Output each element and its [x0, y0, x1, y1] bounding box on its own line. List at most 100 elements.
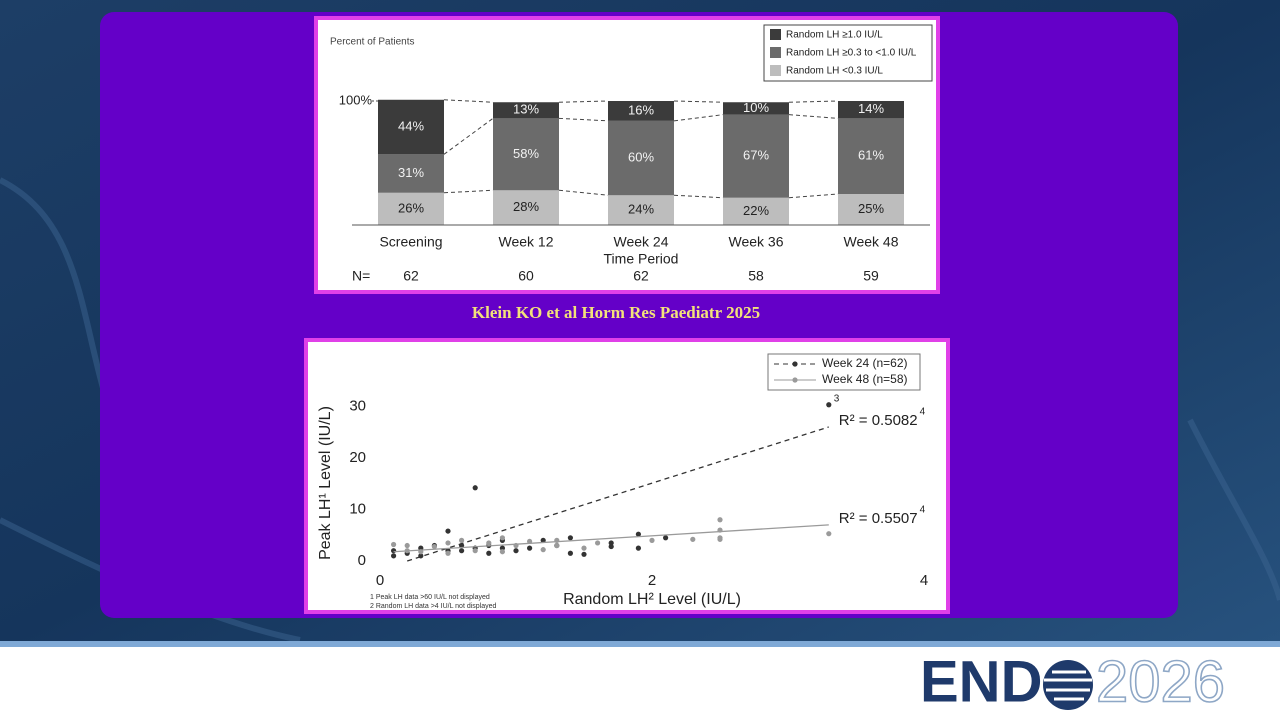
data-point [499, 535, 505, 541]
x-tick-label: 4 [920, 572, 928, 589]
data-point [826, 402, 832, 408]
y-axis-title: Peak LH¹ Level (IU/L) [317, 406, 334, 560]
legend-marker [792, 361, 798, 367]
n-label: N= [352, 268, 370, 284]
logo-brand: END [920, 649, 1042, 714]
data-label: 14% [858, 101, 884, 116]
point-note: 3 [834, 393, 840, 404]
data-label: 25% [858, 201, 884, 216]
connector [558, 189, 609, 196]
bar-segment [378, 154, 444, 193]
data-label: 58% [513, 146, 539, 161]
x-tick-label: Week 24 [614, 234, 669, 250]
data-point [472, 485, 478, 491]
x-tick-label: Week 36 [729, 234, 784, 250]
connector [443, 189, 494, 194]
y-tick-label: 10 [349, 500, 366, 517]
bar-segment [378, 99, 444, 155]
legend-swatch [770, 65, 781, 76]
data-point [717, 536, 723, 542]
data-label: 24% [628, 202, 654, 217]
x-tick-label: Screening [379, 234, 442, 250]
data-point [513, 542, 519, 549]
data-label: 13% [513, 102, 539, 117]
data-point [554, 537, 560, 543]
data-point [581, 551, 587, 557]
data-label: 60% [628, 149, 654, 164]
data-label: 26% [398, 200, 424, 215]
bar-segment [378, 192, 444, 225]
connector [788, 100, 839, 103]
data-point [459, 548, 465, 554]
data-point [663, 535, 669, 541]
bar-segment [493, 102, 559, 119]
data-point [527, 545, 533, 551]
data-point [567, 535, 574, 541]
legend-box [763, 24, 933, 82]
data-point [690, 536, 696, 542]
bar-segment [723, 114, 789, 198]
footnote: 2 Random LH data >4 IU/L not displayed [370, 603, 497, 610]
data-point [608, 540, 614, 546]
footer-rule [0, 641, 1280, 647]
data-label: 10% [743, 100, 769, 115]
data-point [472, 548, 478, 554]
connector [788, 114, 839, 119]
legend-label: Random LH ≥0.3 to <1.0 IU/L [786, 48, 917, 59]
data-point [445, 528, 451, 534]
legend-marker [792, 377, 798, 383]
x-axis-title: Time Period [604, 251, 679, 267]
n-value: 62 [633, 268, 649, 284]
data-point [418, 553, 424, 559]
data-point [499, 545, 505, 551]
trendline [393, 524, 829, 553]
y-axis-title: Percent of Patients [330, 37, 415, 48]
data-point [567, 550, 574, 556]
data-label: 28% [513, 199, 539, 214]
logo-globe-lines [1044, 670, 1092, 701]
data-point [445, 550, 451, 556]
r-squared-label: R² = 0.5082 [839, 412, 918, 429]
data-point [391, 541, 397, 548]
x-tick-label: 2 [648, 572, 656, 589]
data-label: 67% [743, 148, 769, 163]
data-point [499, 549, 505, 555]
bar-segment [608, 101, 674, 121]
data-point [540, 537, 546, 543]
scatter-chart: Peak LH¹ Level (IU/L) Random LH² Level (… [317, 353, 928, 610]
citation: Klein KO et al Horm Res Paediatr 2025 [472, 303, 760, 322]
connector [443, 99, 494, 103]
bar-segment [838, 194, 904, 225]
data-point [445, 540, 451, 546]
data-point [486, 550, 492, 556]
bar-segment [723, 102, 789, 115]
data-point [404, 548, 410, 554]
connector [673, 100, 724, 103]
data-label: 31% [398, 165, 424, 180]
data-point [595, 540, 601, 546]
data-point [391, 553, 397, 559]
data-point [459, 537, 465, 543]
connector [673, 114, 724, 122]
data-point [635, 545, 642, 551]
data-point [391, 548, 397, 554]
x-axis-title: Random LH² Level (IU/L) [563, 591, 741, 608]
footnote: 1 Peak LH data >60 IU/L not displayed [370, 594, 490, 601]
n-value: 60 [518, 268, 534, 284]
data-point [404, 542, 410, 549]
bar-segment [838, 101, 904, 119]
data-label: 22% [743, 203, 769, 218]
y-tick-label: 0 [358, 552, 366, 569]
data-label: 61% [858, 148, 884, 163]
connector [788, 193, 839, 199]
n-value: 62 [403, 268, 419, 284]
x-tick-label: 0 [376, 572, 384, 589]
data-point [431, 543, 437, 550]
data-point [513, 548, 519, 554]
logo-globe [1043, 660, 1093, 710]
stacked-bar-chart: Percent of Patients Time Period N= 100% 2… [330, 24, 933, 284]
bar-segment [838, 118, 904, 194]
data-point [418, 549, 424, 555]
n-value: 58 [748, 268, 764, 284]
